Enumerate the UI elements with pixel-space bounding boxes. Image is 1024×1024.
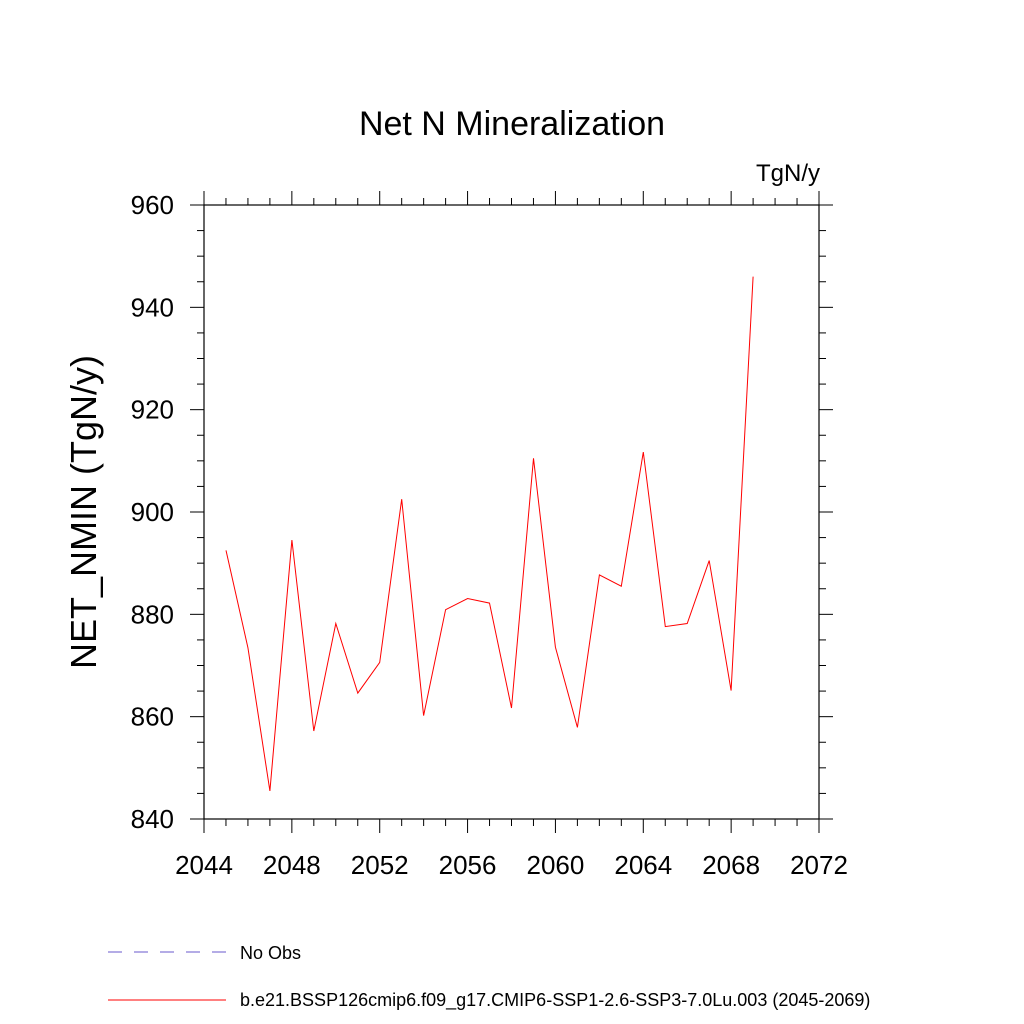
x-tick-label: 2060 [527, 850, 585, 880]
units-label: TgN/y [756, 160, 820, 187]
x-tick-label: 2068 [702, 850, 760, 880]
plot-frame [203, 204, 820, 820]
y-tick-label: 860 [131, 702, 174, 732]
x-tick-label: 2044 [175, 850, 233, 880]
y-tick-label: 880 [131, 599, 174, 629]
x-tick-labels: 2044 2048 2052 2056 2060 2064 2068 2072 [175, 850, 848, 880]
x-tick-label: 2048 [263, 850, 321, 880]
x-tick-label: 2056 [439, 850, 497, 880]
y-tick-label: 920 [131, 395, 174, 425]
y-tick-label: 960 [131, 190, 174, 220]
x-tick-label: 2064 [614, 850, 672, 880]
y-tick-label: 900 [131, 497, 174, 527]
series-layer [225, 276, 754, 791]
chart-title: Net N Mineralization [359, 105, 665, 143]
x-tick-label: 2072 [790, 850, 848, 880]
series-line [225, 276, 754, 791]
y-tick-label: 840 [131, 804, 174, 834]
y-tick-label: 940 [131, 292, 174, 322]
legend-label-no-obs: No Obs [240, 943, 301, 963]
y-axis-label: NET_NMIN (TgN/y) [63, 355, 104, 669]
legend: No Obs b.e21.BSSP126cmip6.f09_g17.CMIP6-… [108, 943, 870, 1011]
y-tick-labels: 840 860 880 900 920 940 960 [131, 190, 174, 834]
axis-ticks [190, 191, 833, 833]
legend-label-model: b.e21.BSSP126cmip6.f09_g17.CMIP6-SSP1-2.… [240, 990, 870, 1011]
x-tick-label: 2052 [351, 850, 409, 880]
